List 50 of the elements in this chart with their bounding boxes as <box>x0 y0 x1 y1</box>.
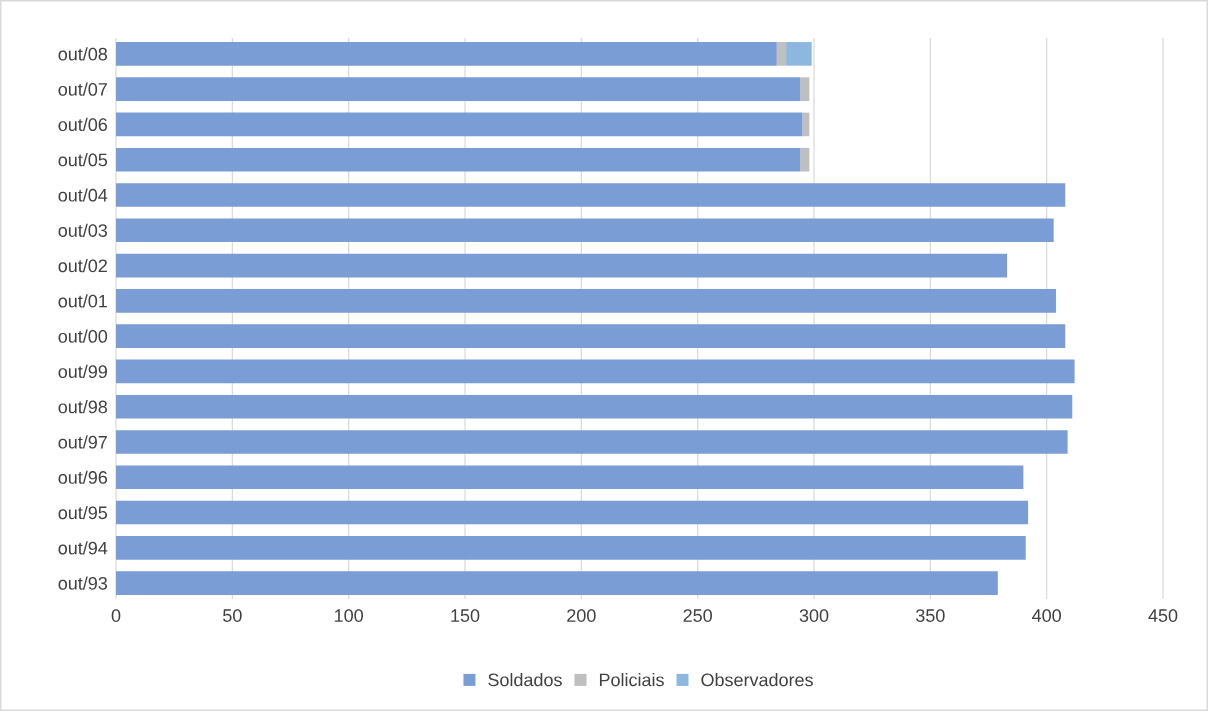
x-tick-label: 350 <box>916 609 945 622</box>
bar <box>116 42 777 66</box>
y-tick-label: out/01 <box>58 294 107 308</box>
bar <box>116 571 998 595</box>
bar <box>116 465 1024 490</box>
bar <box>800 77 810 101</box>
bar <box>116 324 1066 348</box>
y-tick-label: out/04 <box>58 188 108 202</box>
y-tick-label: out/00 <box>58 329 108 343</box>
x-tick-label: 450 <box>1148 609 1178 622</box>
x-tick-label: 200 <box>567 609 596 622</box>
bar <box>116 147 801 172</box>
y-tick-label: out/03 <box>58 223 108 237</box>
bar <box>786 42 812 66</box>
y-tick-label: out/96 <box>58 470 108 484</box>
y-tick-label: out/97 <box>58 435 107 449</box>
bar <box>116 536 1026 560</box>
legend-label: Soldados <box>488 673 562 687</box>
bar <box>116 430 1068 454</box>
bar <box>776 42 787 66</box>
y-tick-label: out/99 <box>58 364 107 379</box>
x-tick-label: 400 <box>1032 609 1061 622</box>
bar <box>116 112 803 137</box>
y-tick-label: out/07 <box>58 82 107 96</box>
x-tick-label: 50 <box>223 609 242 622</box>
bar <box>116 289 1056 313</box>
bar <box>116 218 1054 243</box>
legend-label: Observadores <box>701 673 813 687</box>
x-tick-label: 150 <box>451 609 480 622</box>
x-tick-label: 100 <box>335 609 363 622</box>
y-tick-label: out/02 <box>58 258 107 273</box>
x-tick-label: 250 <box>683 609 712 622</box>
bar <box>802 112 810 137</box>
y-tick-label: out/93 <box>58 576 108 590</box>
y-tick-label: out/98 <box>58 400 108 414</box>
bar <box>116 77 801 101</box>
legend-label: Policiais <box>599 673 664 687</box>
y-tick-label: out/08 <box>58 47 108 61</box>
bar <box>116 183 1066 207</box>
y-tick-label: out/95 <box>58 505 108 520</box>
x-tick-label: 0 <box>111 609 121 622</box>
bar <box>800 147 810 172</box>
bar <box>116 500 1029 525</box>
y-tick-label: out/05 <box>58 153 108 167</box>
x-tick-label: 300 <box>799 609 829 622</box>
bar <box>116 394 1073 419</box>
y-tick-label: out/94 <box>58 541 108 555</box>
bar <box>116 253 1008 278</box>
y-tick-label: out/06 <box>58 117 108 132</box>
bar <box>116 359 1075 384</box>
